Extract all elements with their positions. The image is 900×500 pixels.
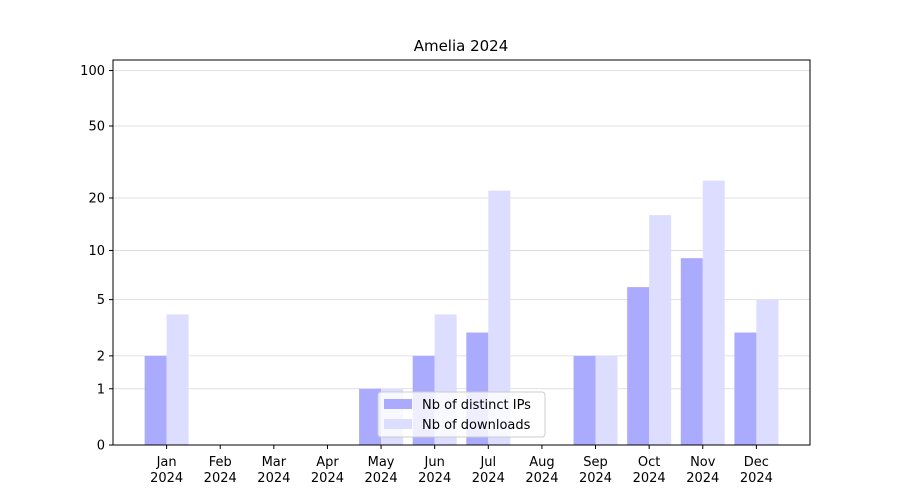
x-tick-label: Mar 2024 bbox=[257, 455, 290, 486]
x-tick-label: Nov 2024 bbox=[686, 455, 719, 486]
x-tick-label: Aug 2024 bbox=[525, 455, 558, 486]
x-tick-label-line: Apr bbox=[316, 455, 339, 470]
x-tick-label-line: Mar bbox=[262, 455, 287, 470]
x-tick-label-line: Jan bbox=[156, 455, 177, 470]
legend-label: Nb of downloads bbox=[422, 418, 531, 433]
x-tick-label-line: Dec bbox=[744, 455, 769, 470]
bar bbox=[573, 355, 596, 445]
y-tick-label: 2 bbox=[97, 349, 105, 364]
x-tick-label-line: 2024 bbox=[525, 471, 558, 486]
x-tick-label: Jun 2024 bbox=[418, 455, 451, 486]
bar bbox=[627, 287, 650, 445]
x-tick-label: Jan 2024 bbox=[150, 455, 183, 486]
x-tick-label: Oct 2024 bbox=[633, 455, 666, 486]
x-tick-label: Dec 2024 bbox=[740, 455, 773, 486]
x-tick-label-line: Nov bbox=[690, 455, 716, 470]
legend-swatch bbox=[384, 399, 412, 409]
bar bbox=[166, 314, 189, 445]
x-tick-label-line: Aug bbox=[529, 455, 554, 470]
x-tick-label-line: 2024 bbox=[579, 471, 612, 486]
x-tick-label: May 2024 bbox=[365, 455, 398, 486]
bar bbox=[756, 299, 779, 445]
bar bbox=[734, 332, 757, 445]
y-tick-label: 5 bbox=[97, 293, 105, 308]
y-tick-label: 100 bbox=[80, 64, 105, 79]
x-tick-label-line: Jul bbox=[479, 455, 496, 470]
x-tick-label-line: 2024 bbox=[257, 471, 290, 486]
bar bbox=[595, 355, 618, 445]
x-tick-label-line: Sep bbox=[583, 455, 608, 470]
x-tick-label: Feb 2024 bbox=[204, 455, 237, 486]
x-tick-label-line: 2024 bbox=[740, 471, 773, 486]
x-tick-label-line: 2024 bbox=[686, 471, 719, 486]
legend-swatch bbox=[384, 419, 412, 429]
bar bbox=[702, 180, 725, 445]
x-tick-label-line: Oct bbox=[638, 455, 660, 470]
x-tick-label: Jul 2024 bbox=[472, 455, 505, 486]
bar bbox=[488, 190, 511, 445]
bar bbox=[359, 388, 382, 445]
bar bbox=[680, 258, 703, 445]
x-tick-label-line: 2024 bbox=[311, 471, 344, 486]
x-tick-label-line: 2024 bbox=[365, 471, 398, 486]
x-tick-label-line: Jun bbox=[424, 455, 445, 470]
legend: Nb of distinct IPs Nb of downloads bbox=[377, 391, 546, 438]
axes-frame bbox=[112, 59, 811, 446]
x-tick-label-line: Feb bbox=[209, 455, 232, 470]
legend-label: Nb of distinct IPs bbox=[422, 398, 531, 413]
x-tick-label-line: 2024 bbox=[633, 471, 666, 486]
y-tick-label: 1 bbox=[97, 382, 105, 397]
x-tick-label-line: 2024 bbox=[418, 471, 451, 486]
chart-title: Amelia 2024 bbox=[414, 37, 509, 55]
y-tick-label: 50 bbox=[88, 119, 105, 134]
bar bbox=[144, 355, 167, 445]
legend-frame bbox=[377, 391, 546, 438]
x-tick-label-line: 2024 bbox=[472, 471, 505, 486]
x-tick-label-line: 2024 bbox=[204, 471, 237, 486]
x-tick-label: Sep 2024 bbox=[579, 455, 612, 486]
x-tick-label-line: 2024 bbox=[150, 471, 183, 486]
y-tick-label: 10 bbox=[88, 244, 105, 259]
y-tick-label: 20 bbox=[88, 191, 105, 206]
x-tick-label: Apr 2024 bbox=[311, 455, 344, 486]
bar bbox=[649, 215, 672, 445]
y-tick-label: 0 bbox=[97, 439, 105, 454]
x-tick-label-line: May bbox=[368, 455, 395, 470]
